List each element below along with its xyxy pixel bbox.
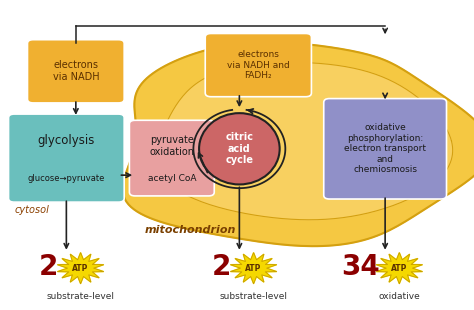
Ellipse shape (199, 113, 280, 184)
Text: 2: 2 (39, 253, 58, 281)
Text: citric
acid
cycle: citric acid cycle (225, 132, 254, 166)
Text: 34: 34 (341, 253, 380, 281)
FancyBboxPatch shape (9, 114, 124, 202)
Text: electrons
via NADH: electrons via NADH (53, 60, 99, 82)
Text: ATP: ATP (246, 264, 262, 273)
FancyBboxPatch shape (205, 33, 311, 97)
Text: ATP: ATP (73, 264, 89, 273)
FancyBboxPatch shape (129, 120, 214, 196)
Text: substrate-level: substrate-level (46, 292, 115, 301)
Text: oxidative: oxidative (378, 292, 420, 301)
FancyBboxPatch shape (324, 99, 447, 199)
Text: electrons
via NADH and
FADH₂: electrons via NADH and FADH₂ (227, 50, 290, 80)
Polygon shape (158, 62, 453, 220)
Polygon shape (230, 253, 277, 284)
Text: substrate-level: substrate-level (219, 292, 288, 301)
FancyBboxPatch shape (27, 40, 124, 103)
Text: acetyl CoA: acetyl CoA (147, 174, 196, 183)
Polygon shape (57, 253, 104, 284)
Text: 2: 2 (212, 253, 231, 281)
Polygon shape (376, 253, 422, 284)
Text: mitochondrion: mitochondrion (145, 225, 236, 235)
Text: glucose→pyruvate: glucose→pyruvate (27, 174, 105, 183)
Text: ATP: ATP (391, 264, 408, 273)
Text: cytosol: cytosol (14, 205, 49, 215)
Text: pyruvate
oxidation: pyruvate oxidation (149, 135, 194, 157)
Polygon shape (123, 42, 474, 246)
Text: oxidative
phosphorylation:
electron transport
and
chemiosmosis: oxidative phosphorylation: electron tran… (344, 123, 426, 174)
Text: glycolysis: glycolysis (37, 134, 95, 147)
